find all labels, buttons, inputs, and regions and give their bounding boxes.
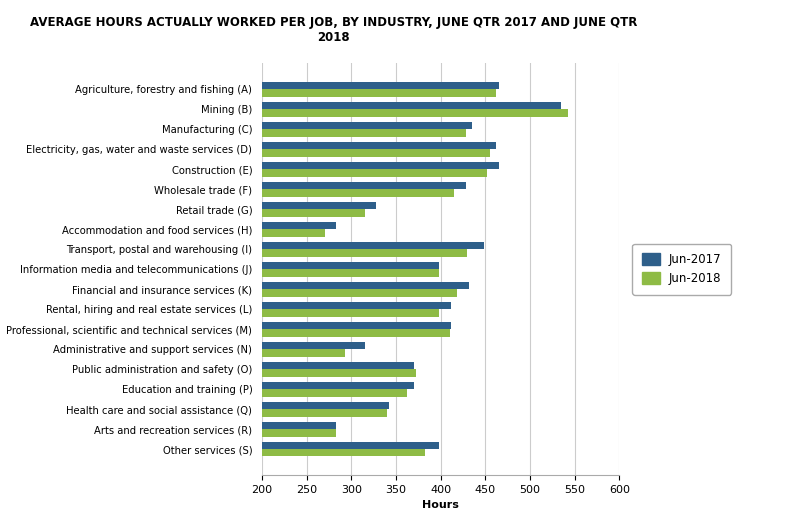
Bar: [83, 362, 414, 369]
Bar: [83, 382, 414, 389]
Bar: [83, 202, 376, 209]
Bar: [83, 82, 499, 89]
Bar: [83, 349, 345, 356]
Bar: [83, 149, 490, 157]
Bar: [83, 142, 496, 149]
Bar: [83, 209, 364, 216]
Bar: [83, 289, 457, 297]
Bar: [83, 182, 465, 190]
Bar: [83, 229, 325, 237]
Bar: [83, 429, 336, 437]
Bar: [83, 442, 439, 449]
Bar: [83, 242, 484, 249]
Bar: [83, 109, 569, 117]
Bar: [83, 122, 472, 129]
Text: AVERAGE HOURS ACTUALLY WORKED PER JOB, BY INDUSTRY, JUNE QTR 2017 AND JUNE QTR
2: AVERAGE HOURS ACTUALLY WORKED PER JOB, B…: [30, 16, 637, 44]
Bar: [83, 449, 426, 457]
Bar: [83, 262, 439, 269]
Bar: [83, 89, 496, 97]
Bar: [83, 190, 454, 197]
Bar: [83, 322, 452, 329]
Legend: Jun-2017, Jun-2018: Jun-2017, Jun-2018: [632, 244, 731, 295]
Bar: [83, 422, 336, 429]
Bar: [83, 369, 416, 376]
Bar: [83, 302, 452, 309]
Bar: [83, 102, 561, 109]
Bar: [83, 309, 439, 317]
Bar: [83, 389, 407, 397]
Bar: [83, 269, 439, 277]
Bar: [83, 129, 465, 137]
Bar: [83, 402, 389, 409]
Bar: [83, 169, 488, 177]
Bar: [83, 409, 387, 417]
Bar: [83, 249, 468, 257]
Bar: [83, 329, 449, 337]
Bar: [83, 342, 364, 349]
Bar: [83, 282, 469, 289]
Bar: [83, 162, 499, 169]
Bar: [83, 222, 336, 229]
X-axis label: Hours: Hours: [422, 501, 459, 511]
